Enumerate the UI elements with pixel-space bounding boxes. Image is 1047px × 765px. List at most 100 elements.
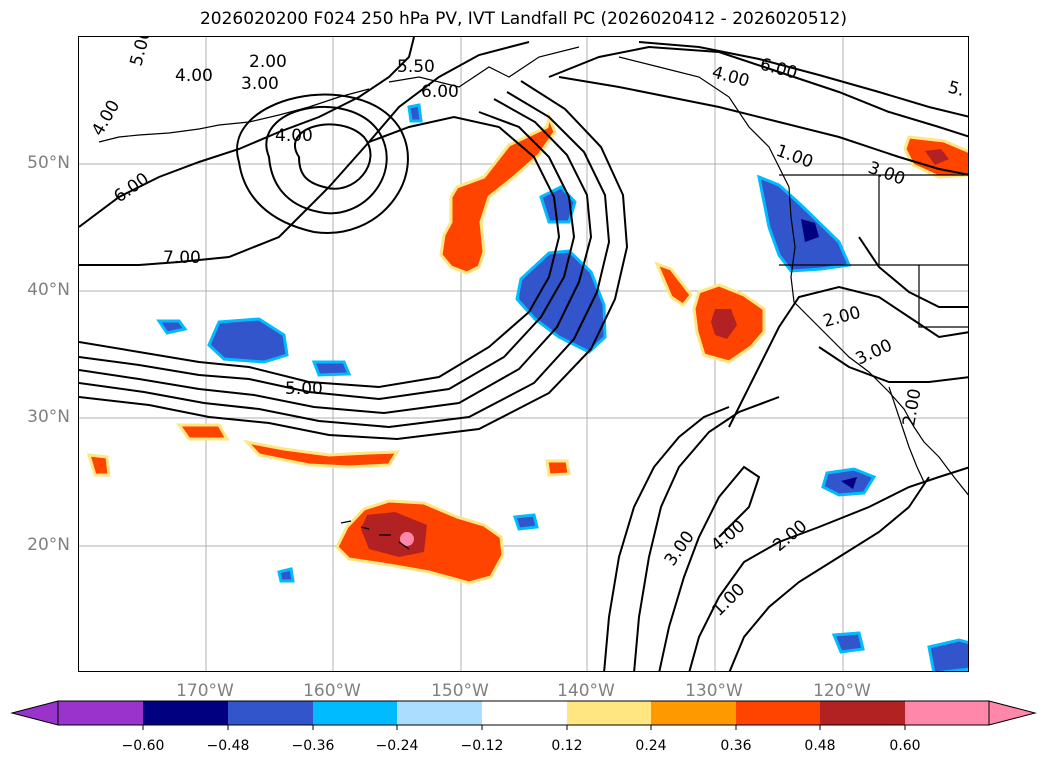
contour-south-5 bbox=[728, 476, 930, 671]
contour-east-1 bbox=[728, 285, 968, 428]
ivt-positive-areas bbox=[86, 111, 968, 585]
anomaly-hawaii-core bbox=[361, 512, 427, 557]
colorbar-segment bbox=[228, 701, 313, 725]
colorbar-tick-label: 0.36 bbox=[720, 738, 752, 754]
colorbar-segment bbox=[482, 701, 567, 725]
contour-4b bbox=[79, 98, 593, 415]
hawaii-islands bbox=[340, 520, 410, 550]
contour-low-circle-2 bbox=[265, 105, 388, 215]
contour-6-left bbox=[79, 37, 415, 228]
anomaly-small-offshore bbox=[654, 261, 693, 308]
anomaly-small-mid bbox=[545, 459, 571, 477]
contour-3a bbox=[79, 91, 611, 429]
anomaly-subtropical-left bbox=[176, 423, 230, 441]
coastline-north-america bbox=[618, 56, 968, 496]
lon-label-160w: 160°W bbox=[303, 681, 361, 701]
map-panel[interactable]: 5.00 4.00 2.00 3.00 5.50 6.00 4.00 4.00 … bbox=[78, 36, 969, 672]
anomaly-small-6 bbox=[407, 103, 423, 123]
anomaly-small-5 bbox=[277, 567, 295, 583]
contour-label: 6.00 bbox=[110, 169, 152, 207]
coastline-alaska bbox=[388, 46, 580, 88]
contour-label: 5.00 bbox=[127, 37, 156, 68]
colorbar-max-extend bbox=[988, 700, 1037, 726]
contour-label: 7.00 bbox=[163, 248, 201, 268]
contour-south-3 bbox=[658, 465, 761, 671]
colorbar-tick-label: −0.60 bbox=[121, 738, 165, 754]
map-title: 2026020200 F024 250 hPa PV, IVT Landfall… bbox=[199, 9, 847, 29]
colorbar-tick-label: −0.12 bbox=[460, 738, 504, 754]
colorbar-tick-label: 0.12 bbox=[551, 738, 583, 754]
colorbar-tick-label: −0.36 bbox=[291, 738, 335, 754]
map-canvas: 5.00 4.00 2.00 3.00 5.50 6.00 4.00 4.00 … bbox=[79, 37, 968, 671]
contour-label: 3.00 bbox=[661, 527, 699, 569]
anomaly-pac-nw-core bbox=[801, 219, 819, 242]
contour-6-right bbox=[638, 41, 968, 118]
colorbar-segment bbox=[397, 701, 482, 725]
coastlines bbox=[98, 46, 968, 550]
contour-label: 6.00 bbox=[758, 55, 800, 84]
colorbar-segment bbox=[820, 701, 905, 725]
ivt-negative-areas bbox=[156, 103, 968, 671]
lon-label-150w: 150°W bbox=[431, 681, 489, 701]
anomaly-hawaii-peak bbox=[400, 532, 414, 546]
contour-label: 4.00 bbox=[710, 63, 752, 92]
lon-label-140w: 140°W bbox=[557, 681, 615, 701]
contour-label: 5. bbox=[946, 78, 967, 102]
contour-low-circle-3 bbox=[236, 93, 409, 235]
contour-label: 3.00 bbox=[865, 158, 907, 190]
colorbar-tick-label: −0.48 bbox=[206, 738, 250, 754]
contour-5 bbox=[79, 115, 561, 389]
contour-label: 4.00 bbox=[275, 126, 313, 146]
anomaly-subtropical-band bbox=[242, 439, 400, 469]
contour-label: 2.00 bbox=[769, 516, 811, 556]
contour-7 bbox=[79, 41, 530, 266]
contour-upper-arc bbox=[548, 45, 968, 138]
anomaly-far-west bbox=[86, 453, 111, 477]
anomaly-offshore-ca-core bbox=[711, 309, 737, 339]
colorbar-segment bbox=[567, 701, 651, 725]
contour-label: 4.00 bbox=[707, 516, 749, 556]
lat-label-30n: 30°N bbox=[27, 407, 70, 427]
contour-4a bbox=[79, 111, 576, 401]
contour-label: 6.00 bbox=[421, 82, 459, 102]
colorbar-tick-label: 0.48 bbox=[804, 738, 836, 754]
lat-label-50n: 50°N bbox=[27, 153, 70, 173]
contour-2a bbox=[79, 80, 629, 441]
contour-label: 4.00 bbox=[175, 66, 213, 86]
colorbar-tick-label: 0.60 bbox=[889, 738, 921, 754]
colorbar-segment bbox=[143, 701, 228, 725]
coastline-baja bbox=[888, 386, 925, 483]
contour-label: 2.00 bbox=[821, 303, 863, 332]
colorbar-ticks bbox=[142, 725, 906, 730]
colorbar-segment bbox=[58, 701, 143, 725]
anomaly-nw-corner-core bbox=[925, 149, 949, 165]
anomaly-small-4 bbox=[831, 631, 865, 654]
anomaly-northeast-pacific bbox=[207, 317, 289, 364]
contour-south-2 bbox=[633, 396, 780, 671]
colorbar-tick-label: 0.24 bbox=[635, 738, 667, 754]
lon-label-130w: 130°W bbox=[685, 681, 743, 701]
contour-label: 3.00 bbox=[853, 335, 896, 369]
contour-south-1 bbox=[603, 406, 730, 671]
anomaly-small-1 bbox=[156, 319, 188, 335]
contour-label: 2.00 bbox=[899, 387, 925, 428]
colorbar bbox=[10, 700, 1037, 730]
colorbar-outline bbox=[57, 700, 990, 726]
anomaly-baja-core bbox=[841, 477, 857, 489]
colorbar-segment bbox=[313, 701, 397, 725]
contour-south-4 bbox=[688, 466, 968, 671]
anomaly-se-corner bbox=[927, 638, 968, 671]
lat-label-40n: 40°N bbox=[27, 280, 70, 300]
anomaly-small-3 bbox=[512, 513, 539, 531]
colorbar-segment bbox=[905, 701, 989, 725]
contour-label: 2.00 bbox=[249, 52, 287, 72]
state-borders bbox=[779, 174, 968, 328]
contour-low-circle-1 bbox=[294, 123, 372, 190]
colorbar-segment bbox=[736, 701, 820, 725]
lat-label-20n: 20°N bbox=[27, 535, 70, 555]
contour-east-2 bbox=[818, 346, 968, 383]
anomaly-small-2 bbox=[311, 360, 352, 377]
aleutian-islands bbox=[98, 88, 370, 143]
anomaly-offshore-bc bbox=[539, 185, 577, 224]
contour-label: 3.00 bbox=[241, 74, 279, 94]
